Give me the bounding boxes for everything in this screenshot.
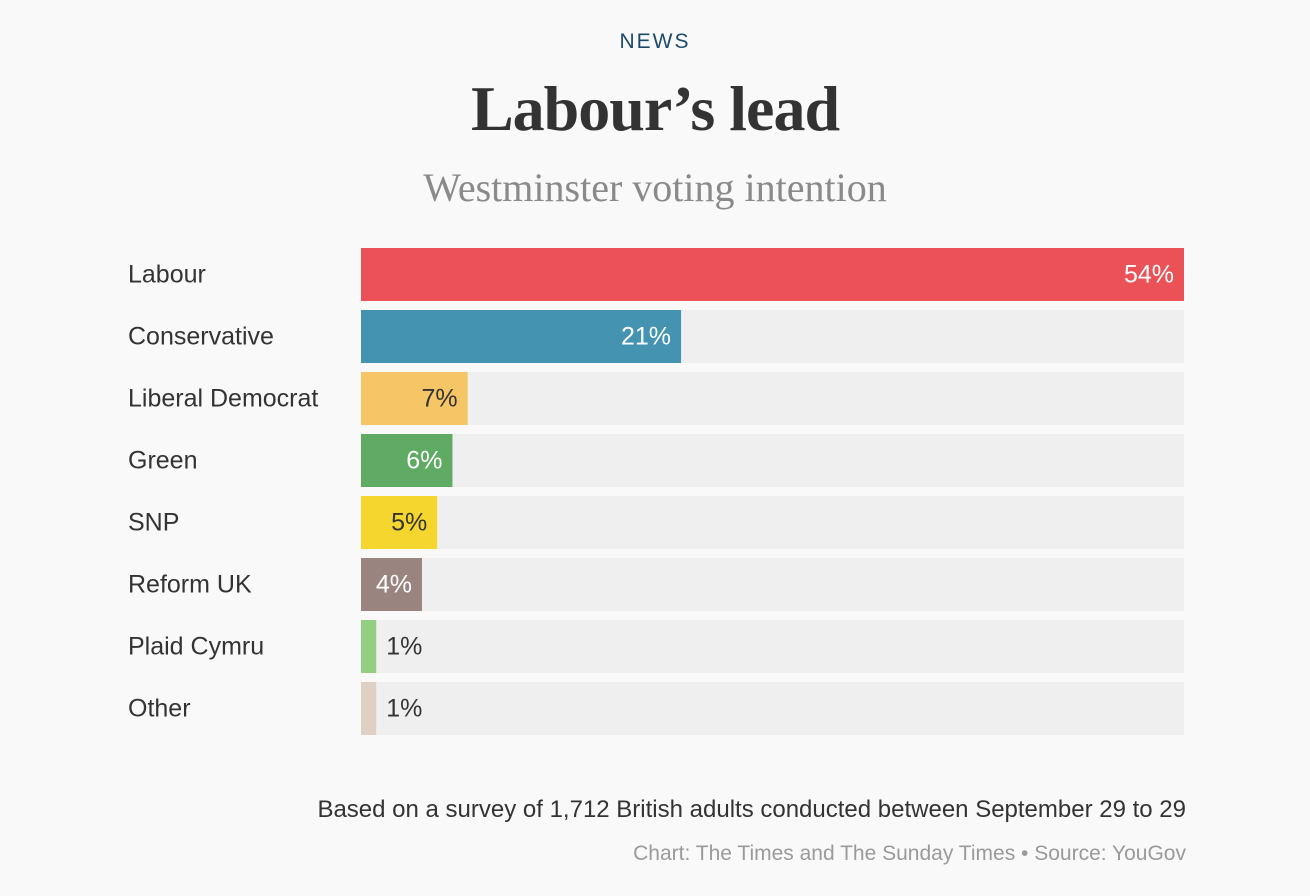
value-label-green: 6% — [406, 447, 442, 475]
value-label-liberal-democrat: 7% — [422, 385, 458, 413]
bar-labour — [361, 248, 1184, 301]
bar-liberal-democrat — [361, 372, 468, 425]
chart-subtitle: Westminster voting intention — [423, 165, 887, 210]
bar-snp — [361, 496, 438, 549]
value-label-conservative: 21% — [621, 323, 671, 351]
category-label-labour: Labour — [128, 261, 206, 289]
value-label-other: 1% — [386, 695, 422, 723]
bar-track-other — [361, 682, 1184, 735]
bar-track-green — [361, 434, 1184, 487]
bar-plaid-cymru — [361, 620, 377, 673]
value-label-plaid-cymru: 1% — [386, 633, 422, 661]
bar-conservative — [361, 310, 682, 363]
category-label-liberal-democrat: Liberal Democrat — [128, 385, 318, 413]
bar-track-snp — [361, 496, 1184, 549]
bar-other — [361, 682, 377, 735]
bar-green — [361, 434, 453, 487]
bar-track-liberal-democrat — [361, 372, 1184, 425]
source-credit: Chart: The Times and The Sunday Times • … — [633, 842, 1186, 865]
value-label-reform-uk: 4% — [376, 571, 412, 599]
value-label-snp: 5% — [391, 509, 427, 537]
category-label-reform-uk: Reform UK — [128, 571, 252, 599]
bar-track-reform-uk — [361, 558, 1184, 611]
chart-title: Labour’s lead — [470, 73, 840, 144]
survey-note: Based on a survey of 1,712 British adult… — [317, 796, 1186, 823]
category-label-other: Other — [128, 695, 191, 723]
bar-track-plaid-cymru — [361, 620, 1184, 673]
section-kicker: NEWS — [619, 30, 691, 53]
category-label-conservative: Conservative — [128, 323, 274, 351]
category-label-plaid-cymru: Plaid Cymru — [128, 633, 264, 661]
value-label-labour: 54% — [1124, 261, 1174, 289]
bar-reform-uk — [361, 558, 422, 611]
category-label-green: Green — [128, 447, 197, 475]
category-label-snp: SNP — [128, 509, 179, 537]
